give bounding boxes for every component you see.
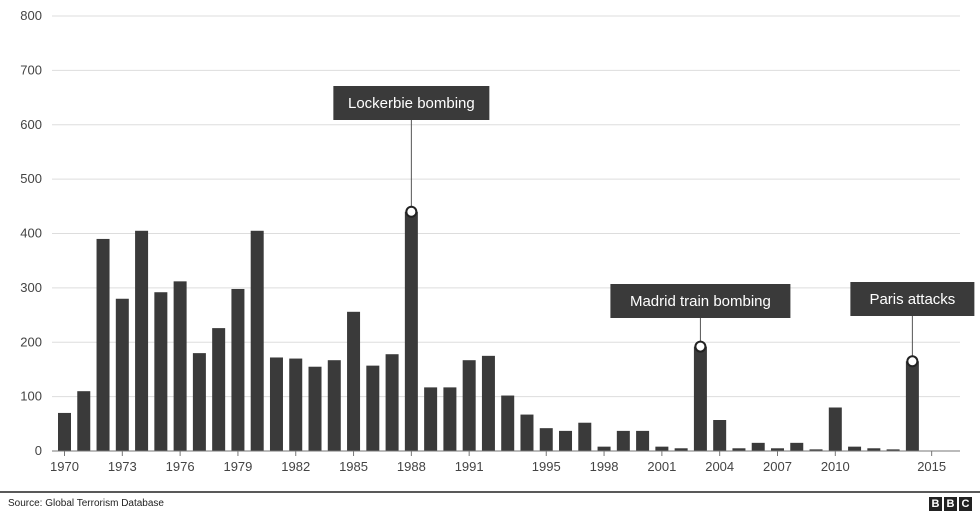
annotation-box [610, 284, 791, 318]
bar [269, 357, 283, 451]
bar [308, 366, 322, 451]
logo-letter: C [959, 497, 972, 511]
x-tick-label: 1973 [108, 459, 137, 474]
bbc-logo: B B C [929, 497, 972, 511]
bar [751, 442, 765, 451]
bar [867, 448, 881, 451]
x-tick-label: 1982 [281, 459, 310, 474]
bars [58, 211, 919, 451]
y-tick-label: 700 [20, 62, 42, 77]
x-tick-label: 1988 [397, 459, 426, 474]
bar [424, 387, 438, 451]
bar [212, 328, 226, 451]
x-tick-label: 2004 [705, 459, 734, 474]
bar [559, 430, 573, 451]
annotation-label: Madrid train bombing [630, 293, 771, 310]
x-tick-label: 1979 [223, 459, 252, 474]
y-tick-label: 200 [20, 334, 42, 349]
source-note: Source: Global Terrorism Database [8, 498, 164, 509]
x-tick-label: 2007 [763, 459, 792, 474]
gridlines [52, 15, 960, 398]
bar [597, 446, 611, 451]
y-tick-label: 500 [20, 171, 42, 186]
bar [96, 238, 110, 451]
bar [231, 288, 245, 451]
annotation-box [333, 86, 490, 120]
bar [327, 360, 341, 451]
bar [173, 281, 187, 451]
annotations: Lockerbie bombing Madrid train bombing Par… [333, 86, 975, 368]
bar [539, 428, 553, 451]
bar [250, 230, 264, 451]
bar [481, 355, 495, 451]
x-tick-label: 1991 [455, 459, 484, 474]
bar [636, 430, 650, 451]
bar [578, 422, 592, 451]
x-tick-label: 2015 [917, 459, 946, 474]
bar [770, 448, 784, 451]
annotation-box [850, 282, 975, 316]
bar [790, 442, 804, 451]
annotation-label: Paris attacks [869, 291, 955, 308]
bar [443, 387, 457, 451]
bar [404, 211, 418, 451]
annotation-label: Lockerbie bombing [348, 95, 475, 112]
bar [732, 448, 746, 451]
x-tick-label: 1976 [166, 459, 195, 474]
bar [655, 446, 669, 451]
bar [289, 358, 303, 451]
y-tick-label: 800 [20, 8, 42, 23]
x-tick-label: 1970 [50, 459, 79, 474]
annotation-marker [906, 355, 919, 368]
y-axis: 0 100 200 300 400 500 600 700 800 [20, 8, 42, 458]
y-tick-label: 600 [20, 117, 42, 132]
bar [713, 420, 727, 451]
bar [192, 353, 206, 451]
bar [135, 230, 149, 451]
logo-letter: B [929, 497, 942, 511]
bar [385, 354, 399, 451]
x-tick-label: 1985 [339, 459, 368, 474]
bar [520, 414, 534, 451]
annotation-marker [694, 340, 707, 353]
bar [77, 391, 91, 451]
x-tick-label: 1995 [532, 459, 561, 474]
x-tick-label: 2001 [647, 459, 676, 474]
bar [115, 298, 129, 451]
y-tick-label: 100 [20, 389, 42, 404]
bar [616, 430, 630, 451]
y-tick-label: 300 [20, 280, 42, 295]
bar [693, 346, 707, 451]
logo-letter: B [944, 497, 957, 511]
bar [366, 365, 380, 451]
bar [674, 448, 688, 451]
annotation-marker [405, 205, 418, 218]
bar [501, 395, 515, 451]
y-tick-label: 400 [20, 226, 42, 241]
x-axis: 1970 1973 1976 1979 1982 1985 1988 1991 1995 1998… [50, 451, 946, 474]
bar [848, 446, 862, 451]
bar [828, 407, 842, 451]
bar [154, 292, 168, 451]
bar [809, 449, 823, 451]
bar [347, 311, 361, 451]
bar [58, 412, 71, 451]
x-tick-label: 2010 [821, 459, 850, 474]
bar [462, 360, 476, 451]
y-tick-label: 0 [35, 443, 42, 458]
x-tick-label: 1998 [590, 459, 619, 474]
bar [905, 361, 919, 451]
bar [886, 449, 900, 451]
